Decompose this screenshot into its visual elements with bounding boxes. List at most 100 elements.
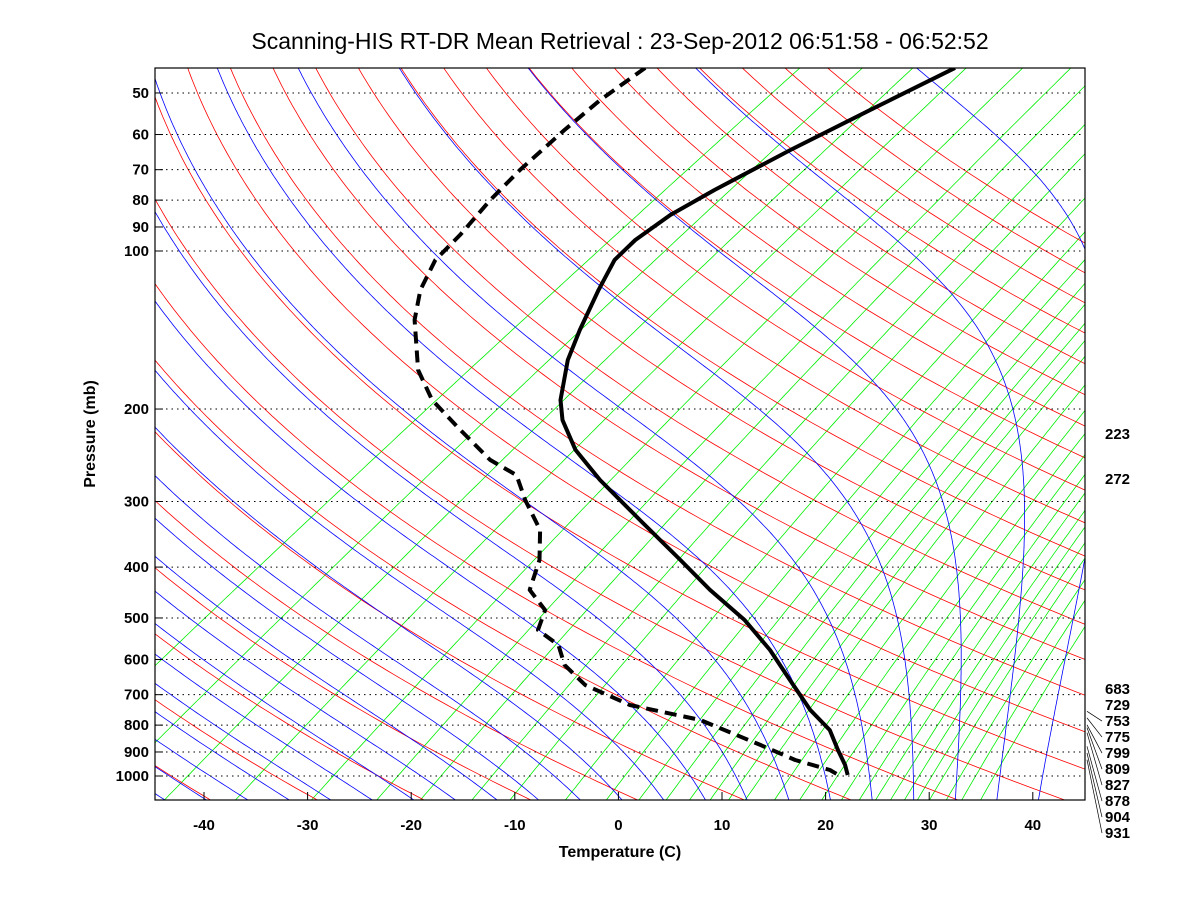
mixing-ratio-line (821, 432, 1085, 800)
moist-adiabat-line (155, 738, 249, 800)
right-label-leader (1086, 711, 1103, 722)
x-tick-label: 10 (714, 817, 731, 834)
right-pressure-label: 272 (1105, 471, 1130, 488)
x-tick-label: 0 (614, 817, 622, 834)
mixing-ratio-line (471, 123, 1085, 800)
moist-adiabat-line (155, 682, 332, 800)
mixing-ratio-line (875, 492, 1085, 800)
mixing-ratio-line (945, 579, 1085, 800)
mixing-ratio-line (163, 68, 914, 800)
y-axis-label: Pressure (mb) (82, 380, 99, 488)
moist-adiabat-line (155, 622, 415, 800)
dry-adiabat-line (571, 68, 1085, 427)
right-pressure-label: 904 (1105, 809, 1131, 826)
moist-adiabat-line (155, 77, 790, 800)
x-tick-label: 20 (817, 817, 834, 834)
right-pressure-label: 827 (1105, 777, 1130, 794)
moist-adiabat-line (0, 680, 2, 801)
mixing-ratio-line (890, 509, 1085, 800)
moist-adiabat-line (155, 475, 581, 800)
moist-adiabat-line (695, 68, 1025, 800)
dry-adiabat-line (485, 68, 1085, 491)
right-pressure-label: 931 (1105, 825, 1130, 842)
dry-adiabat-line (827, 68, 1085, 244)
dry-adiabat-line (155, 567, 532, 800)
y-tick-label: 70 (132, 162, 149, 179)
mixing-ratio-line (234, 68, 967, 800)
dry-adiabat-line (315, 68, 1085, 625)
dry-adiabat-line (400, 68, 1085, 557)
moist-adiabat-line (915, 68, 1085, 800)
mixing-ratio-line (638, 258, 1085, 800)
x-tick-label: -40 (193, 817, 215, 834)
dry-adiabat-line (656, 68, 1085, 365)
y-tick-label: 90 (132, 219, 149, 236)
moist-adiabat-line (155, 210, 748, 800)
dry-adiabat-line (155, 431, 746, 800)
dry-adiabat-line (155, 95, 1085, 770)
right-pressure-label: 223 (1105, 426, 1130, 443)
right-label-leader (1086, 727, 1103, 770)
mixing-ratio-line (728, 339, 1085, 800)
mixing-ratio-line (155, 68, 863, 744)
y-axis-ticks: 50 60 70 80 90 100 200 300 400 500 600 700 800 900 100… (116, 85, 163, 785)
dry-adiabat-line (155, 359, 853, 800)
dry-adiabat-line (272, 68, 1085, 660)
dry-adiabat-line (613, 68, 1085, 396)
y-tick-label: 600 (124, 652, 149, 669)
mixing-ratio-line (961, 599, 1085, 800)
moist-adiabat-line (155, 369, 665, 800)
dry-adiabat-line (155, 198, 1066, 800)
background-lines (0, 68, 1085, 801)
right-pressure-label: 683 (1105, 681, 1130, 698)
moist-adiabat-line (155, 555, 498, 800)
dry-adiabat-line (155, 765, 212, 800)
y-tick-label: 1000 (116, 768, 149, 785)
moist-adiabat-line (216, 68, 831, 800)
mixing-ratio-line (376, 68, 1072, 800)
mixing-ratio-line (799, 409, 1085, 800)
mixing-ratio-line (709, 322, 1085, 800)
y-tick-label: 500 (124, 610, 149, 627)
dry-adiabat-line (155, 699, 319, 800)
y-tick-label: 80 (132, 192, 149, 209)
moist-adiabat-line (155, 300, 706, 800)
mixing-ratio-line (419, 85, 1085, 800)
mixing-ratio-line (665, 282, 1085, 800)
right-label-leader (1086, 717, 1103, 738)
mixing-ratio-line (840, 454, 1085, 800)
dry-adiabat-line (229, 68, 1085, 696)
moist-adiabat-line (155, 590, 457, 800)
moist-adiabat-line (155, 517, 540, 800)
moist-adiabat-line (0, 609, 85, 801)
y-tick-label: 800 (124, 717, 149, 734)
mixing-ratio-line (689, 303, 1085, 800)
x-tick-label: 30 (921, 817, 938, 834)
mixing-ratio-line (744, 355, 1085, 800)
dry-adiabat-line (699, 68, 1085, 334)
mixing-ratio-line (564, 197, 1085, 800)
y-tick-label: 100 (124, 243, 149, 260)
dry-adiabat-line (784, 68, 1085, 274)
mixing-ratio-line (903, 526, 1085, 800)
moist-adiabat-line (155, 653, 373, 800)
mixing-ratio-line (509, 153, 1085, 800)
right-pressure-label: 809 (1105, 761, 1130, 778)
right-label-leader (1086, 752, 1103, 818)
mixing-ratio-line (605, 231, 1085, 800)
mixing-ratio-line (773, 384, 1085, 800)
right-pressure-label: 775 (1105, 729, 1130, 746)
x-tick-label: -20 (400, 817, 422, 834)
moist-adiabat-line (0, 570, 126, 801)
right-label-leader (1086, 746, 1103, 802)
dry-adiabat-line (528, 68, 1085, 459)
pressure-gridlines (155, 92, 1085, 777)
mixing-ratio-line (858, 473, 1085, 800)
dewpoint-profile-line (412, 68, 840, 777)
profiles (412, 68, 956, 777)
moist-adiabat-line (155, 711, 291, 800)
right-pressure-label: 729 (1105, 697, 1130, 714)
right-pressure-label: 799 (1105, 745, 1130, 762)
